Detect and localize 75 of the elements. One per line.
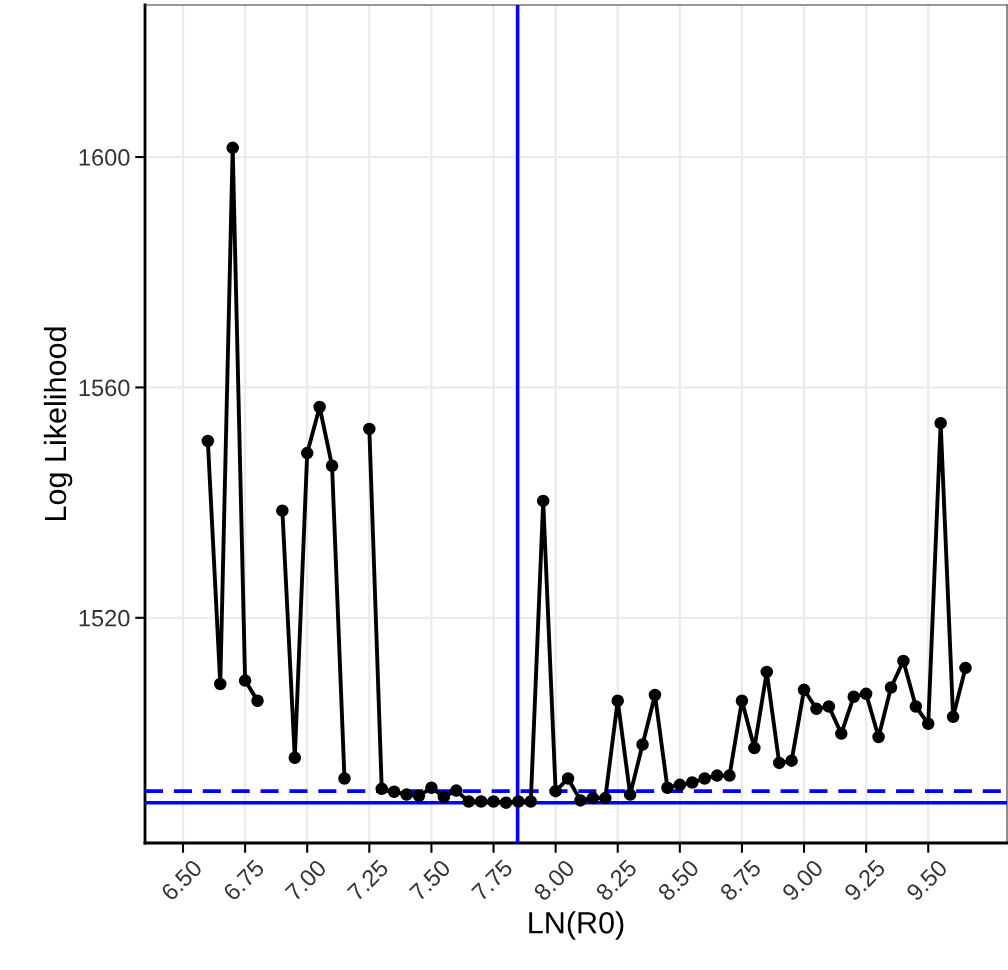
point — [921, 717, 935, 731]
point — [462, 795, 475, 808]
point — [946, 710, 960, 724]
point — [797, 683, 811, 697]
point — [636, 738, 649, 751]
point — [487, 795, 500, 808]
point — [648, 688, 662, 702]
point — [760, 665, 774, 679]
point — [512, 795, 525, 808]
x-tick-label: 7.25 — [346, 858, 390, 902]
point — [450, 784, 463, 797]
point — [474, 795, 488, 808]
point — [251, 694, 264, 707]
point — [363, 422, 376, 436]
point — [884, 681, 898, 694]
point — [561, 772, 575, 785]
point — [586, 791, 600, 805]
point — [909, 700, 923, 713]
y-axis-title: Log Likelihood — [43, 327, 73, 521]
point — [623, 788, 637, 801]
point — [748, 741, 761, 755]
point — [400, 788, 413, 801]
point — [835, 727, 848, 740]
point — [226, 141, 239, 155]
point — [822, 700, 836, 713]
point — [574, 794, 587, 807]
point — [661, 781, 674, 794]
point — [425, 781, 438, 794]
point — [387, 785, 401, 798]
point — [785, 754, 798, 767]
point — [325, 459, 339, 473]
point — [238, 674, 252, 687]
point — [288, 751, 302, 765]
point — [686, 776, 699, 789]
point — [536, 494, 550, 508]
x-tick-label: 9.50 — [905, 858, 949, 902]
point — [599, 791, 612, 805]
point — [412, 789, 426, 803]
point — [499, 796, 513, 809]
point — [897, 654, 910, 668]
point — [959, 661, 972, 675]
point — [735, 694, 749, 707]
x-tick-label: 8.00 — [532, 858, 576, 902]
point — [859, 687, 873, 701]
point — [201, 434, 215, 448]
point — [437, 790, 451, 804]
x-tick-label: 6.50 — [160, 858, 204, 902]
point — [375, 782, 388, 796]
y-tick-label: 1560 — [79, 379, 130, 397]
point — [710, 769, 724, 782]
point — [673, 778, 687, 792]
point — [611, 694, 624, 707]
y-tick-label: 1520 — [79, 609, 130, 627]
x-tick-label: 9.00 — [781, 858, 825, 902]
x-tick-label: 6.75 — [222, 858, 266, 902]
point — [338, 772, 351, 785]
point — [524, 795, 538, 808]
point — [723, 769, 736, 782]
point — [214, 677, 227, 691]
point — [810, 702, 823, 716]
x-tick-label: 7.75 — [470, 858, 514, 902]
point — [934, 416, 947, 430]
point — [772, 756, 786, 770]
x-tick-label: 8.50 — [656, 858, 700, 902]
point — [847, 690, 860, 703]
point — [276, 504, 289, 517]
point — [698, 772, 711, 785]
x-axis-title: LN(R0) — [529, 911, 624, 940]
y-tick-label: 1600 — [79, 149, 130, 166]
point — [300, 446, 314, 460]
point — [872, 730, 885, 744]
point — [313, 400, 326, 414]
x-tick-label: 7.50 — [408, 858, 452, 902]
x-tick-label: 7.00 — [284, 858, 328, 902]
point — [549, 784, 562, 798]
